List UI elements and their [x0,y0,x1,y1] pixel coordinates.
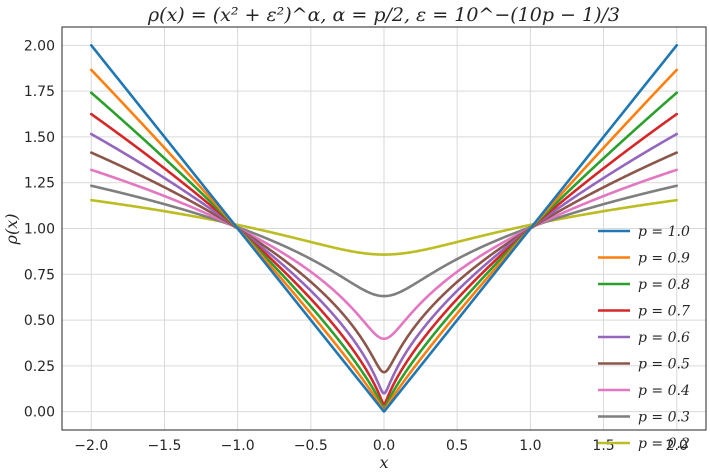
legend-entry: p = 0.2 [638,436,690,452]
series-line-p-0-6 [89,132,679,395]
x-tick-labels: −2.0 −1.5 −1.0 −0.5 0.0 0.5 1.0 1.5 2.0 [74,438,688,454]
chart-title: ρ(x) = (x² + ε²)^α, α = p/2, ε = 10^−(10… [147,4,620,26]
legend-entry: p = 0.4 [638,383,690,399]
series-line-p-0-7 [89,112,679,406]
y-axis-label: ρ(x) [2,214,21,246]
legend-entry: p = 0.3 [638,410,690,426]
x-tick-label: 0.5 [446,438,468,454]
series-line-p-0-2 [89,198,679,256]
series-lines [89,44,679,413]
plot-frame [61,26,707,431]
y-tick-label: 1.50 [24,130,55,146]
legend-entry: p = 0.5 [638,357,690,373]
y-tick-label: 1.75 [24,84,55,100]
x-tick-label: 2.0 [666,438,688,454]
x-axis-label: x [379,453,388,472]
y-tick-labels: 0.00 0.25 0.50 0.75 1.00 1.25 1.50 1.75 2.00 [24,38,55,420]
x-tick-label: 0.0 [373,438,395,454]
series-line-p-0-3 [89,184,679,298]
y-tick-label: 1.25 [24,176,55,192]
y-tick-label: 0.75 [24,267,55,283]
y-tick-label: 0.50 [24,313,55,329]
x-tick-label: 1.0 [519,438,541,454]
x-tick-label: 1.5 [592,438,614,454]
y-tick-label: 0.00 [24,405,55,421]
legend-entry: p = 1.0 [638,224,690,240]
y-tick-label: 1.00 [24,222,55,238]
series-line-p-0-5 [89,151,679,374]
grid [62,27,706,430]
legend-entry: p = 0.6 [638,330,690,346]
legend-entry: p = 0.8 [638,277,690,293]
x-tick-label: −1.5 [147,438,181,454]
series-line-p-1 [89,44,679,413]
x-tick-label: −1.0 [221,438,255,454]
series-line-p-0-4 [89,168,679,341]
legend: p = 1.0 p = 0.9 p = 0.8 p = 0.7 p = 0.6 p = 0… [598,224,690,452]
x-tick-label: −2.0 [74,438,108,454]
y-tick-label: 0.25 [24,359,55,375]
y-tick-label: 2.00 [24,38,55,54]
x-tick-label: −0.5 [294,438,328,454]
legend-entry: p = 0.9 [638,251,690,267]
legend-entry: p = 0.7 [638,304,690,320]
